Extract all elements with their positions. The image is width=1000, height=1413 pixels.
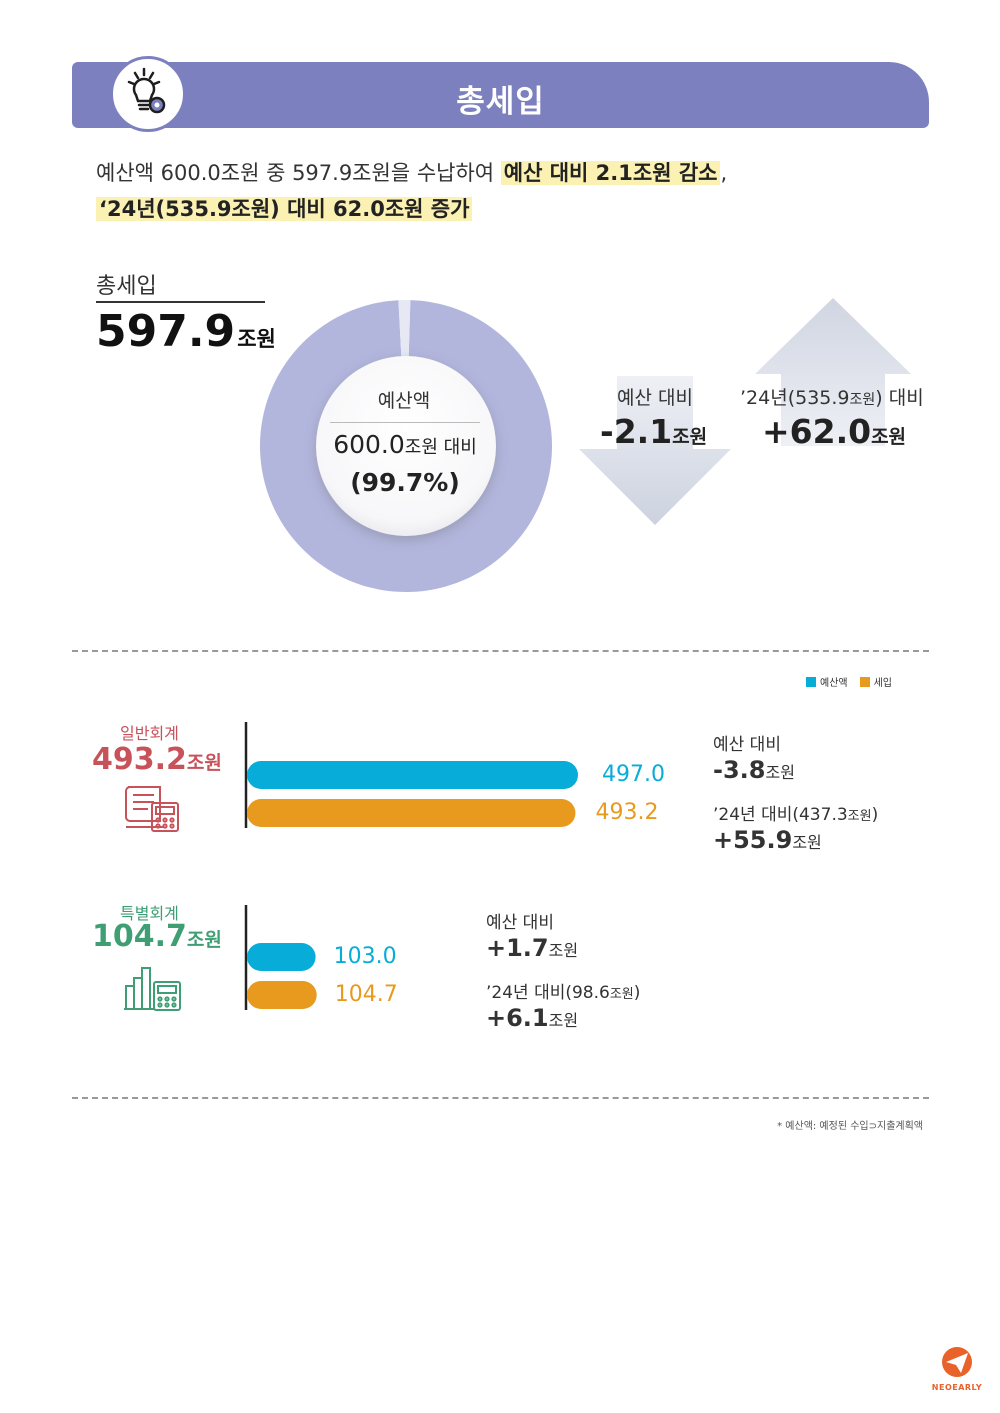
special-account-name: 특별회계 bbox=[120, 904, 179, 923]
total-number: 597.9 bbox=[96, 306, 236, 357]
special-account-value: 104.7조원 bbox=[92, 919, 222, 954]
receipt-calculator-icon bbox=[125, 786, 179, 832]
donut-center-unit: 조원 대비 bbox=[404, 437, 477, 458]
special-note1-value: +1.7조원 bbox=[486, 934, 578, 962]
donut-center-percent: (99.7%) bbox=[350, 468, 460, 497]
donut-center bbox=[316, 356, 496, 536]
prev-year-compare-number: +62.0 bbox=[762, 412, 872, 451]
total-label: 총세입 bbox=[96, 274, 157, 299]
budget-compare-number: -2.1 bbox=[600, 412, 673, 451]
header-banner: 총세입 bbox=[72, 62, 929, 128]
legend-revenue-label: 세입 bbox=[873, 678, 893, 689]
general-account-name: 일반회계 bbox=[120, 724, 179, 743]
budget-compare-unit: 조원 bbox=[672, 426, 708, 448]
donut-segment-revenue bbox=[260, 300, 552, 592]
brand-name: NEOEARLY bbox=[931, 1383, 983, 1392]
general-note1-number: -3.8 bbox=[713, 756, 766, 784]
general-note2-number: +55.9 bbox=[713, 826, 793, 854]
legend-swatch-budget bbox=[806, 676, 816, 687]
donut-center-value: 600.0조원 대비 bbox=[310, 430, 500, 459]
bar-general-budget bbox=[247, 761, 578, 789]
arrow-down-icon bbox=[579, 376, 731, 525]
general-note2-label: ’24년 대비(437.3조원) bbox=[713, 800, 878, 825]
bar-general-budget-label: 497.0 bbox=[602, 762, 665, 787]
summary-highlight-1: 예산 대비 2.1조원 감소 bbox=[500, 161, 721, 185]
general-note1-value: -3.8조원 bbox=[713, 756, 795, 784]
legend-swatch-revenue bbox=[859, 676, 870, 687]
bar-special-revenue bbox=[247, 981, 317, 1009]
section-divider-bottom bbox=[72, 1097, 929, 1099]
legend: 예산액 세입 bbox=[806, 674, 892, 689]
prev-year-compare-value: +62.0조원 bbox=[762, 412, 906, 451]
general-note2-pre: ’24년 대비(437.3 bbox=[713, 805, 848, 825]
special-note2-value: +6.1조원 bbox=[486, 1004, 578, 1032]
special-note2-unit: 조원 bbox=[548, 1011, 579, 1030]
general-note2-unit-label: 조원 bbox=[847, 809, 872, 824]
comparison-arrows bbox=[579, 298, 911, 525]
special-note2-post: ) bbox=[633, 983, 641, 1003]
bar-general-revenue bbox=[247, 799, 576, 827]
donut-center-number: 600.0 bbox=[333, 430, 405, 459]
general-note1-unit: 조원 bbox=[765, 763, 795, 782]
paper-plane-logo-icon bbox=[942, 1347, 972, 1377]
special-note1-label: 예산 대비 bbox=[486, 913, 554, 933]
general-note2-post: ) bbox=[871, 805, 879, 825]
page-title: 총세입 bbox=[456, 84, 545, 120]
donut-chart bbox=[260, 300, 552, 592]
bar-special-revenue-label: 104.7 bbox=[334, 982, 398, 1007]
prev-year-label-unit: 조원 bbox=[849, 392, 876, 408]
general-note2-value: +55.9조원 bbox=[713, 826, 822, 854]
budget-compare-value: -2.1조원 bbox=[600, 412, 707, 451]
special-note1-unit: 조원 bbox=[548, 941, 579, 960]
prev-year-label-post: ) 대비 bbox=[875, 387, 924, 409]
donut-center-label: 예산액 bbox=[377, 390, 431, 412]
lightbulb-gear-icon bbox=[110, 56, 186, 132]
budget-compare-label: 예산 대비 bbox=[617, 387, 693, 409]
special-account-unit: 조원 bbox=[186, 929, 222, 951]
special-note2-label: ’24년 대비(98.6조원) bbox=[486, 978, 640, 1003]
arrow-up-icon bbox=[755, 298, 911, 446]
special-note2-pre: ’24년 대비(98.6 bbox=[486, 983, 610, 1003]
prev-year-compare-unit: 조원 bbox=[871, 426, 907, 448]
general-account-value: 493.2조원 bbox=[92, 742, 222, 777]
total-value: 597.9조원 bbox=[96, 306, 276, 357]
bar-chart bbox=[244, 722, 578, 1010]
bar-special-budget bbox=[247, 943, 316, 971]
donut-segment-unpaid bbox=[398, 300, 411, 369]
legend-budget-label: 예산액 bbox=[820, 678, 848, 689]
total-unit: 조원 bbox=[237, 327, 276, 351]
section-divider bbox=[72, 650, 929, 652]
summary-line1: 예산액 600.0조원 중 597.9조원을 수납하여 bbox=[96, 161, 501, 185]
total-divider bbox=[96, 301, 265, 303]
bar-general-revenue-label: 493.2 bbox=[595, 800, 659, 825]
special-note2-number: +6.1 bbox=[486, 1004, 549, 1032]
general-note1-label: 예산 대비 bbox=[713, 735, 781, 755]
prev-year-label-pre: ’24년(535.9 bbox=[740, 387, 850, 409]
general-account-unit: 조원 bbox=[186, 752, 222, 774]
footnote: * 예산액: 예정된 수입⊃지출계획액 bbox=[777, 1121, 923, 1132]
general-account-number: 493.2 bbox=[92, 742, 187, 777]
prev-year-compare-label: ’24년(535.9조원) 대비 bbox=[740, 383, 924, 410]
special-account-number: 104.7 bbox=[92, 919, 187, 954]
summary-highlight-2: ‘24년(535.9조원) 대비 62.0조원 증가 bbox=[96, 197, 473, 221]
donut-center-divider bbox=[330, 422, 480, 423]
brand-logo: NEOEARLY bbox=[925, 1345, 989, 1392]
summary-text: 예산액 600.0조원 중 597.9조원을 수납하여 예산 대비 2.1조원 … bbox=[96, 155, 727, 227]
summary-line1-tail: , bbox=[720, 161, 728, 185]
bar-special-budget-label: 103.0 bbox=[333, 944, 397, 969]
special-note2-unit-label: 조원 bbox=[609, 987, 634, 1002]
special-note1-number: +1.7 bbox=[486, 934, 549, 962]
factory-calculator-icon bbox=[124, 967, 181, 1011]
general-note2-unit: 조원 bbox=[792, 833, 822, 852]
